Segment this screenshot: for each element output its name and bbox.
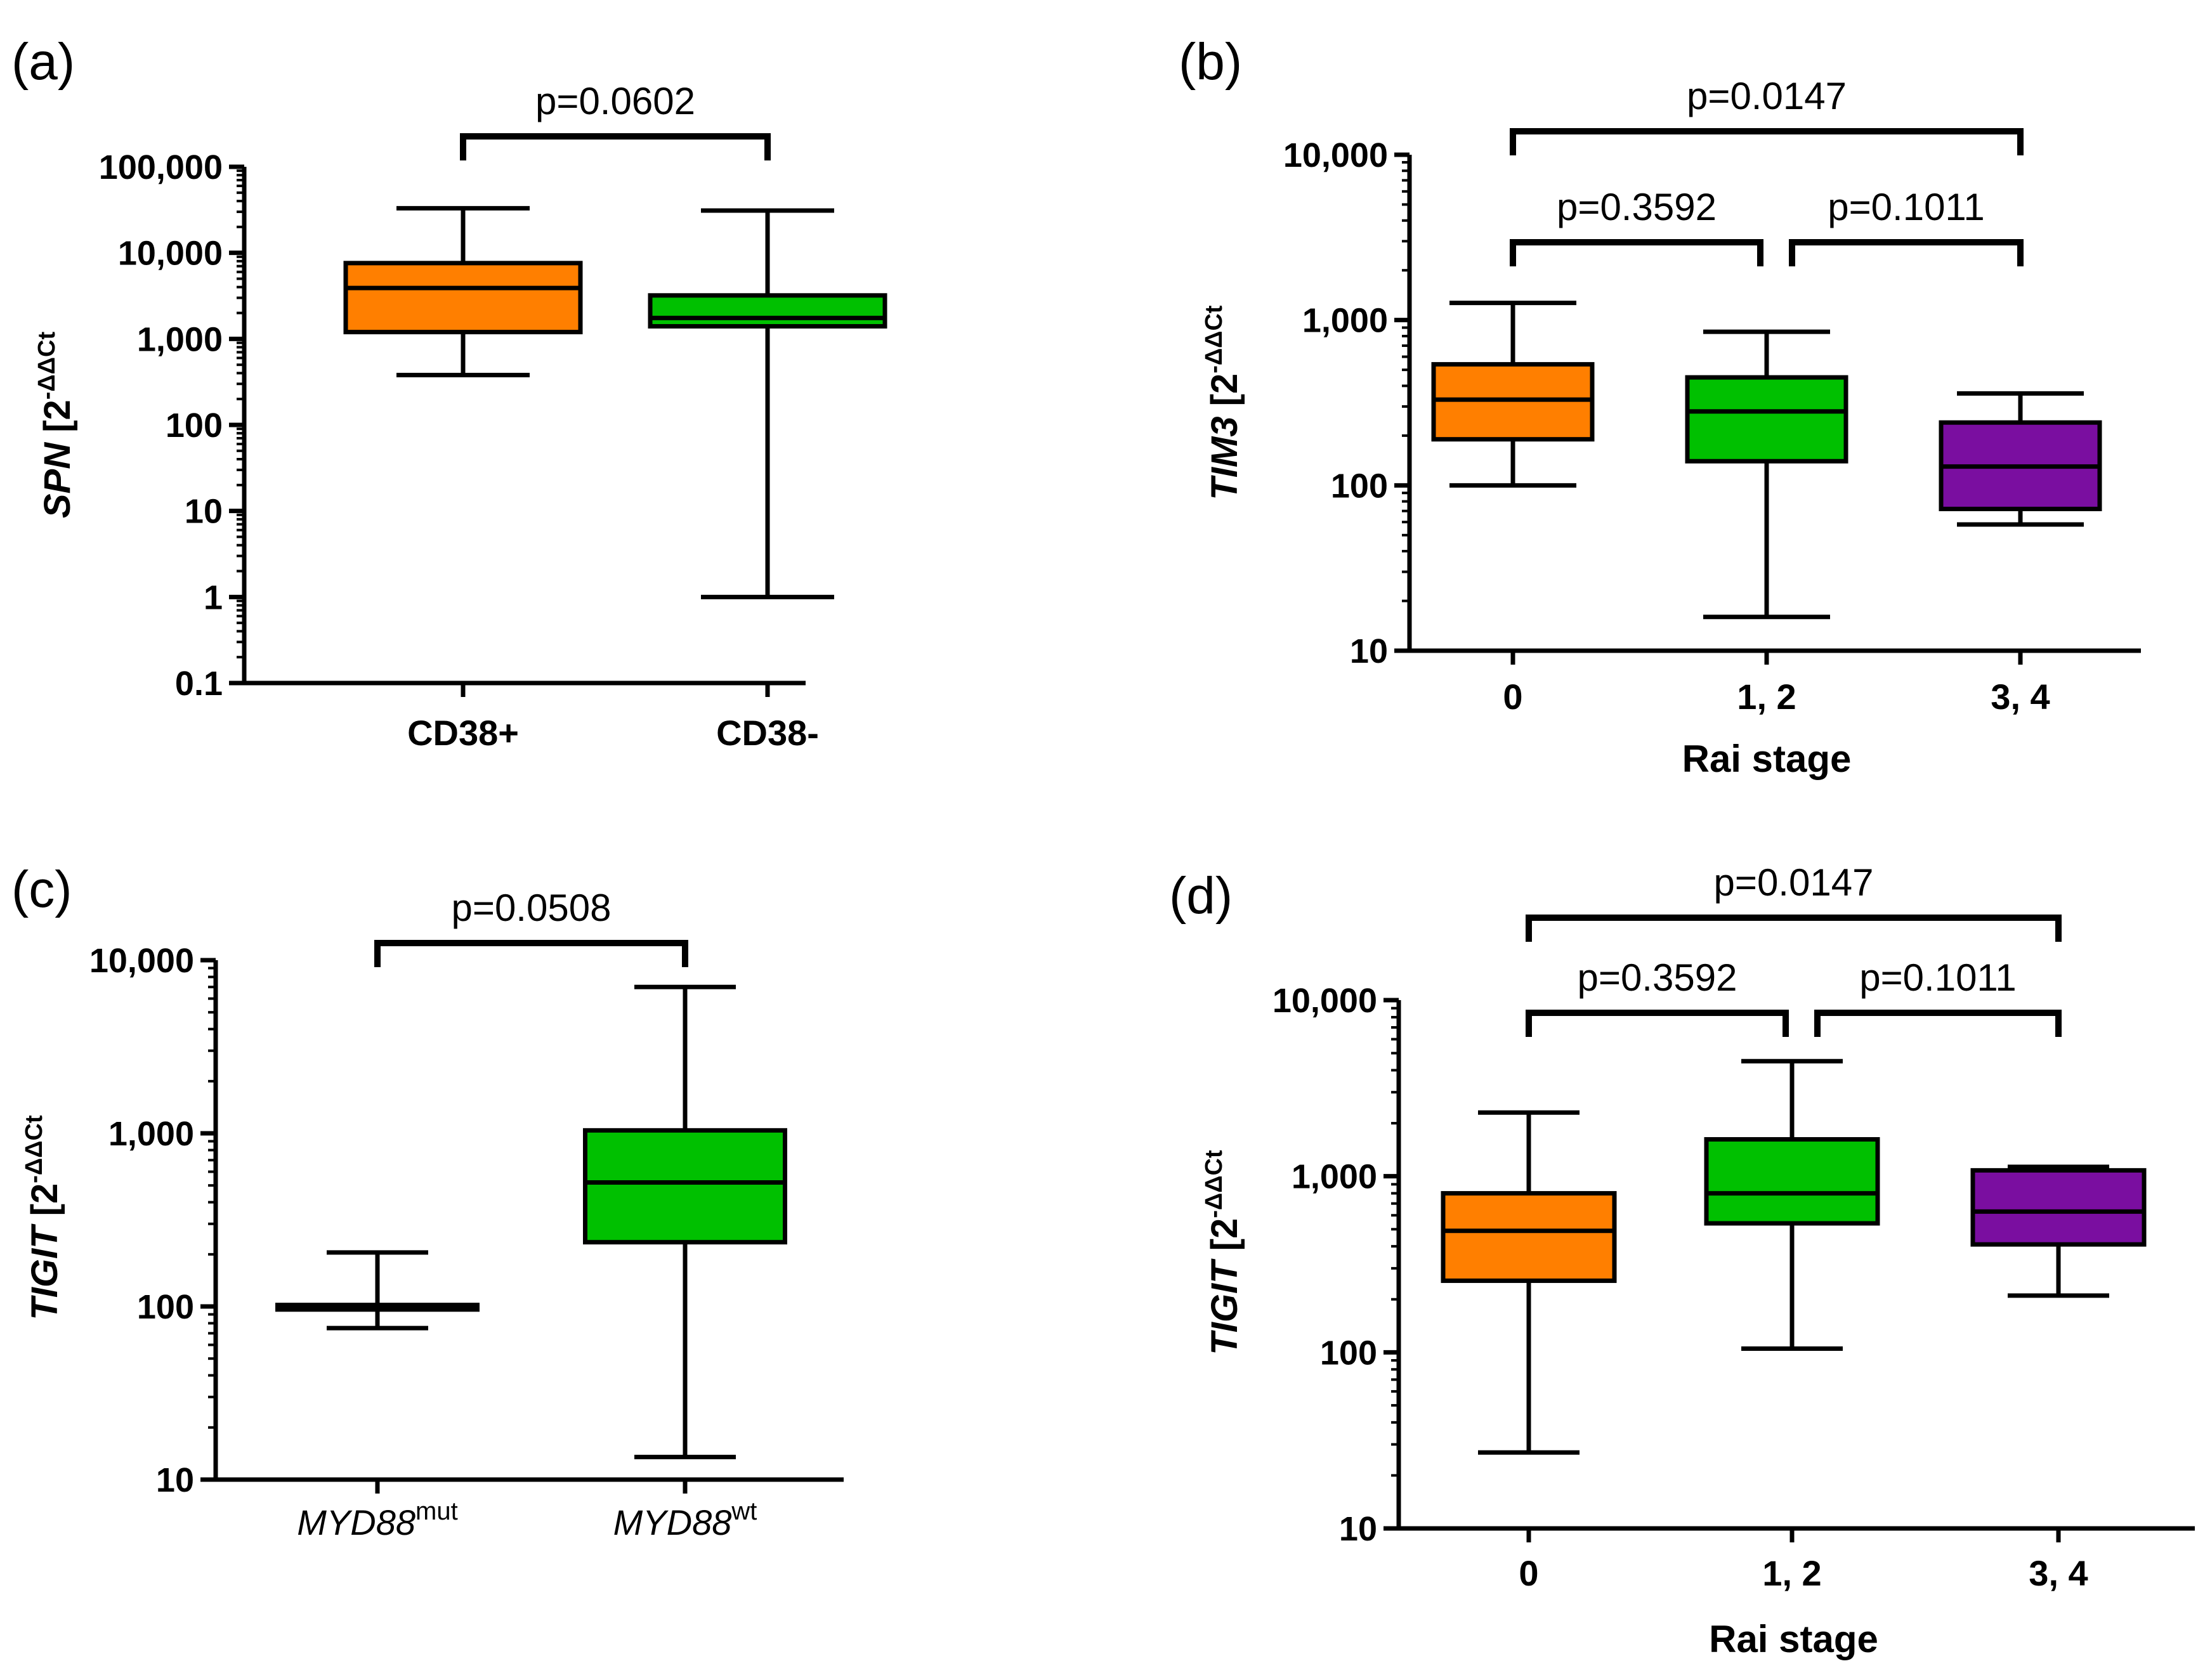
y-axis-gene: TIGIT <box>1204 1251 1245 1355</box>
p-value-label: p=0.0147 <box>1687 75 1847 117</box>
category-label-main: MYD88 <box>297 1502 415 1542</box>
category-label-main: 3, 4 <box>2029 1553 2088 1593</box>
y-tick-label: 10,000 <box>1272 982 1377 1020</box>
y-tick-label: 1,000 <box>108 1115 194 1153</box>
panel-letter: (d) <box>1169 867 1233 925</box>
panel-letter: (c) <box>11 861 72 918</box>
category-label-sup: wt <box>731 1497 757 1525</box>
y-axis-label: SPN [2-ΔΔCt <box>34 331 78 518</box>
significance-bracket <box>1814 1010 2062 1037</box>
y-axis-label: TIGIT [2-ΔΔCt <box>1201 1150 1245 1355</box>
y-tick-label: 10 <box>156 1461 194 1499</box>
panel-letter: (a) <box>11 33 75 91</box>
category-label: 3, 4 <box>1991 677 2050 717</box>
p-value-label: p=0.3592 <box>1557 186 1717 228</box>
y-tick-label: 1,000 <box>1292 1158 1377 1196</box>
y-axis-gene: SPN <box>37 433 78 518</box>
y-axis-unit-sup: -ΔΔCt <box>1201 305 1227 374</box>
y-tick-label: 10,000 <box>1283 136 1388 174</box>
p-value-label: p=0.3592 <box>1578 956 1737 999</box>
category-label: MYD88wt <box>613 1497 757 1542</box>
x-axis-label: Rai stage <box>1709 1618 1878 1660</box>
significance-bracket <box>1510 128 2024 155</box>
significance-bracket <box>460 133 771 160</box>
category-label: MYD88mut <box>297 1497 457 1542</box>
y-tick-label: 10 <box>185 493 223 531</box>
panel-b: (b) 10 100 1,000 10,000 TIM3 [2-ΔΔCt 0 1, 2 3, 4… <box>1179 33 2141 780</box>
y-tick-label: 0.1 <box>175 665 223 703</box>
panel-d: (d) 10 100 1,000 10,000 TIGIT [2-ΔΔCt 0 1, 2 3, … <box>1169 861 2195 1660</box>
y-axis-label: TIGIT [2-ΔΔCt <box>21 1115 65 1320</box>
y-tick-label: 100 <box>137 1288 194 1326</box>
y-axis-unit: [2 <box>24 1183 65 1216</box>
panel-a: (a) 0.1 1 10 100 1,000 10,000 100,000 SPN [2-ΔΔC… <box>11 33 887 753</box>
box-0 <box>1441 1191 1617 1283</box>
box-2 <box>1970 1168 2147 1247</box>
panel-letter: (b) <box>1179 33 1242 91</box>
category-label: CD38+ <box>407 713 519 753</box>
p-value-label: p=0.0147 <box>1714 861 1874 904</box>
category-label: CD38- <box>716 713 819 753</box>
y-tick-label: 10 <box>1339 1510 1377 1548</box>
significance-bracket <box>1789 239 2024 266</box>
y-axis-unit: [2 <box>37 400 78 433</box>
y-tick-label: 100 <box>166 407 223 445</box>
significance-bracket <box>1526 915 2062 942</box>
significance-bracket <box>1526 1010 1789 1037</box>
p-value-label: p=0.0508 <box>452 887 612 929</box>
category-label-main: 3, 4 <box>1991 677 2050 717</box>
y-tick-label: 1,000 <box>1302 302 1388 340</box>
y-tick-label: 10,000 <box>118 235 223 273</box>
box-1 <box>648 293 887 329</box>
y-tick-label: 100,000 <box>99 148 223 186</box>
category-label-main: CD38- <box>716 713 819 753</box>
y-tick-label: 1,000 <box>137 320 223 358</box>
category-label-main: 0 <box>1519 1553 1538 1593</box>
y-axis-unit: [2 <box>1204 1218 1245 1251</box>
category-label-main: 1, 2 <box>1762 1553 1821 1593</box>
category-label: 1, 2 <box>1737 677 1796 717</box>
y-tick-label: 100 <box>1320 1334 1377 1372</box>
significance-bracket <box>374 940 688 967</box>
category-label-main: 1, 2 <box>1737 677 1796 717</box>
category-label: 3, 4 <box>2029 1553 2088 1593</box>
category-label: 0 <box>1519 1553 1538 1593</box>
y-axis-unit: [2 <box>1204 374 1245 407</box>
y-tick-label: 1 <box>204 578 223 616</box>
x-axis-label: Rai stage <box>1682 738 1852 780</box>
significance-bracket <box>1510 239 1763 266</box>
y-axis-unit-sup: -ΔΔCt <box>34 331 60 400</box>
p-value-label: p=0.1011 <box>1859 956 2016 999</box>
category-label-sup: mut <box>415 1497 458 1525</box>
box-1 <box>1704 1136 1880 1226</box>
p-value-label: p=0.0602 <box>535 80 695 122</box>
y-axis-unit-sup: -ΔΔCt <box>1201 1150 1227 1218</box>
y-axis-label: TIM3 [2-ΔΔCt <box>1201 305 1245 500</box>
category-label: 0 <box>1503 677 1522 717</box>
category-label-main: MYD88 <box>613 1502 732 1542</box>
category-label-main: 0 <box>1503 677 1522 717</box>
category-label: 1, 2 <box>1762 1553 1821 1593</box>
box-0 <box>343 261 583 335</box>
y-tick-label: 10 <box>1350 632 1388 670</box>
y-axis-gene: TIM3 <box>1204 406 1245 500</box>
category-label-main: CD38+ <box>407 713 519 753</box>
y-tick-label: 100 <box>1331 467 1388 505</box>
y-axis-gene: TIGIT <box>24 1216 65 1320</box>
box-1 <box>583 1128 787 1245</box>
p-value-label: p=0.1011 <box>1828 186 1984 228</box>
y-tick-label: 10,000 <box>89 942 194 980</box>
box-1 <box>1685 375 1848 464</box>
y-axis-unit-sup: -ΔΔCt <box>21 1115 48 1183</box>
